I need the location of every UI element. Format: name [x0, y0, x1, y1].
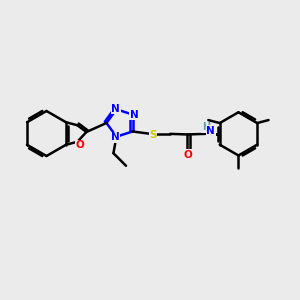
Text: O: O — [75, 140, 84, 150]
Text: N: N — [112, 104, 120, 114]
Text: S: S — [149, 130, 157, 140]
Text: O: O — [183, 150, 192, 160]
Text: H: H — [202, 122, 210, 132]
Text: N: N — [130, 110, 138, 119]
Text: N: N — [206, 126, 215, 136]
Text: N: N — [111, 132, 119, 142]
